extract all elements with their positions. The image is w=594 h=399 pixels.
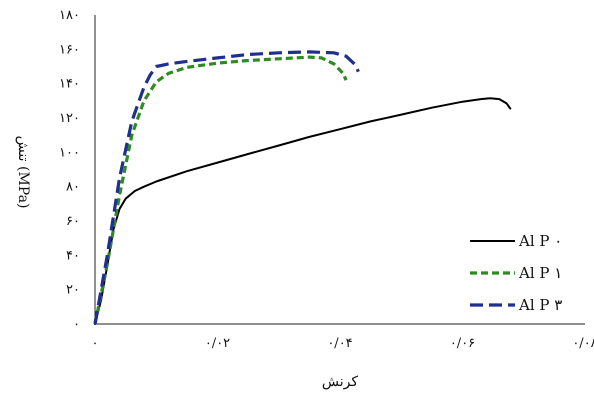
y-tick-label: ۱۰۰ (59, 145, 80, 160)
x-tick-label: ۰/۰۶ (450, 336, 475, 351)
legend: Al P ۰ Al P ۱ Al P ۳ (462, 222, 582, 318)
series-line-1 (93, 55, 348, 325)
y-tick-label: ۱۴۰ (59, 77, 80, 92)
x-tick-labels: ۰ ۰/۰۲ ۰/۰۴ ۰/۰۶ ۰/۰۸ (92, 336, 594, 351)
x-axis-title: کرنش (322, 374, 358, 390)
series-line-0 (94, 97, 512, 325)
x-tick-label: ۰/۰۲ (205, 336, 230, 351)
x-tick-label: ۰/۰۴ (327, 336, 352, 351)
legend-label-2: Al P ۳ (518, 296, 562, 314)
y-tick-labels: ۰ ۲۰ ۴۰ ۶۰ ۸۰ ۱۰۰ ۱۲۰ ۱۴۰ ۱۶۰ ۱۸۰ (59, 8, 80, 332)
legend-label-1: Al P ۱ (518, 264, 562, 282)
y-tick-label: ۸۰ (66, 180, 80, 195)
y-axis-title: تنش (MPa) (15, 136, 31, 209)
legend-box (462, 222, 582, 318)
y-tick-label: ۱۸۰ (59, 8, 80, 23)
y-tick-label: ۱۲۰ (59, 111, 80, 126)
y-tick-label: ۰ (73, 317, 80, 332)
series-layer (93, 50, 512, 325)
y-tick-label: ۲۰ (66, 283, 80, 298)
y-tick-label: ۴۰ (66, 248, 80, 263)
y-tick-label: ۶۰ (66, 214, 80, 229)
x-tick-label: ۰ (92, 336, 99, 351)
y-tick-label: ۱۶۰ (59, 42, 80, 57)
legend-label-0: Al P ۰ (518, 232, 562, 250)
series-line-2 (93, 50, 360, 325)
axes (94, 15, 585, 325)
x-tick-label: ۰/۰۸ (572, 336, 594, 351)
